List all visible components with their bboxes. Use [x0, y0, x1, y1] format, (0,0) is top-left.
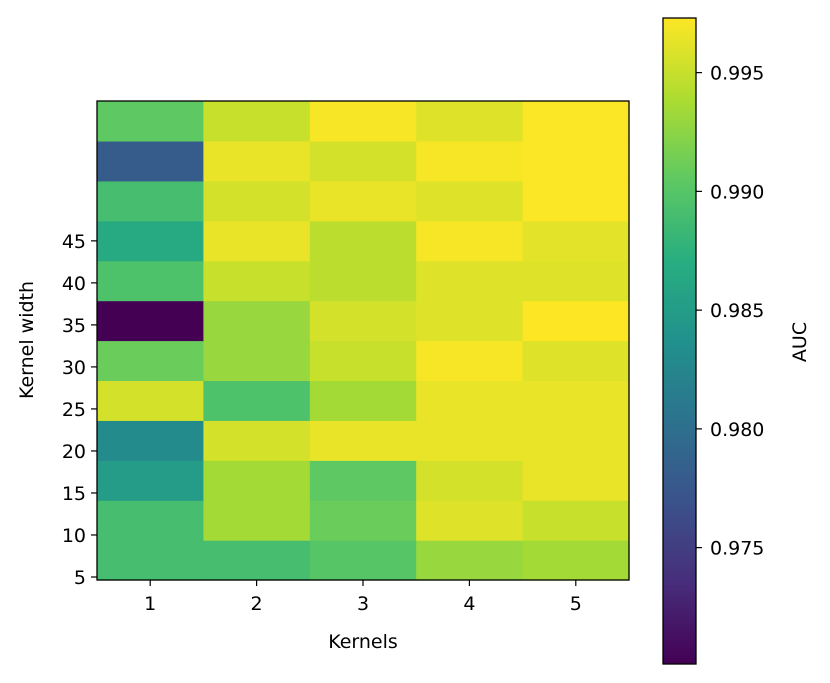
y-tick-label: 40: [62, 273, 86, 295]
x-tick-label: 4: [463, 593, 475, 615]
colorbar-tick-label: 0.975: [710, 538, 764, 560]
heatmap-cell: [97, 460, 204, 501]
heatmap-cell: [522, 500, 630, 541]
heatmap-cell: [522, 460, 630, 501]
heatmap-cell: [416, 300, 524, 342]
y-tick-label: 20: [62, 441, 86, 463]
x-axis-ticks: 1 2 3 4 5: [144, 580, 582, 615]
x-tick-label: 2: [251, 593, 263, 615]
y-tick-label: 35: [62, 315, 86, 337]
heatmap-cell: [97, 300, 204, 342]
heatmap-cell: [203, 460, 311, 501]
heatmap-cell: [522, 260, 630, 302]
heatmap-cell: [416, 180, 524, 222]
heatmap-cell: [203, 300, 311, 342]
heatmap-cell: [309, 300, 417, 342]
heatmap-cell: [309, 420, 417, 461]
heatmap-cell: [416, 260, 524, 302]
heatmap-cell: [97, 101, 204, 142]
heatmap-cell: [416, 380, 524, 421]
heatmap-cell: [97, 420, 204, 461]
heatmap-cell: [416, 540, 524, 581]
heatmap-cells: [97, 101, 630, 581]
x-tick-label: 5: [570, 593, 582, 615]
heatmap-cell: [416, 420, 524, 461]
heatmap-cell: [416, 140, 524, 182]
colorbar-tick-label: 0.980: [710, 419, 764, 441]
colorbar-tick-label: 0.990: [710, 181, 764, 203]
heatmap-cell: [522, 180, 630, 222]
heatmap-cell: [309, 101, 417, 142]
colorbar-label: AUC: [789, 322, 811, 362]
y-tick-label: 10: [62, 525, 86, 547]
x-tick-label: 1: [144, 593, 156, 615]
heatmap-cell: [203, 101, 311, 142]
heatmap-cell: [203, 340, 311, 382]
heatmap-cell: [522, 140, 630, 182]
heatmap-cell: [203, 380, 311, 421]
y-tick-label: 25: [62, 399, 86, 421]
heatmap-cell: [203, 500, 311, 541]
heatmap-cell: [309, 380, 417, 421]
heatmap-cell: [309, 340, 417, 382]
heatmap-cell: [203, 540, 311, 581]
heatmap-cell: [522, 420, 630, 461]
heatmap-cell: [97, 540, 204, 581]
heatmap-cell: [309, 260, 417, 302]
heatmap-cell: [203, 420, 311, 461]
heatmap-cell: [416, 101, 524, 142]
heatmap-cell: [522, 340, 630, 382]
y-axis-ticks: 5 10 15 20 25 30 35 40 45: [62, 231, 97, 589]
heatmap-cell: [309, 220, 417, 262]
heatmap-cell: [522, 540, 630, 581]
heatmap-cell: [203, 260, 311, 302]
colorbar: [662, 17, 697, 665]
heatmap-cell: [97, 340, 204, 382]
heatmap-cell: [97, 260, 204, 302]
heatmap-cell: [97, 180, 204, 222]
heatmap-cell: [416, 500, 524, 541]
x-axis-label: Kernels: [328, 631, 398, 653]
heatmap-cell: [309, 500, 417, 541]
y-tick-label: 5: [74, 567, 86, 589]
heatmap-cell: [522, 220, 630, 262]
heatmap-cell: [203, 180, 311, 222]
heatmap-cell: [97, 380, 204, 421]
heatmap-cell: [522, 101, 630, 142]
heatmap-cell: [203, 220, 311, 262]
heatmap-cell: [522, 300, 630, 342]
y-tick-label: 30: [62, 357, 86, 379]
heatmap-cell: [522, 380, 630, 421]
x-tick-label: 3: [357, 593, 369, 615]
y-tick-label: 45: [62, 231, 86, 253]
colorbar-ticks: 0.975 0.980 0.985 0.990 0.995: [696, 63, 764, 560]
heatmap-cell: [97, 220, 204, 262]
heatmap-cell: [309, 460, 417, 501]
heatmap-cell: [97, 140, 204, 182]
heatmap-cell: [203, 140, 311, 182]
heatmap-cell: [416, 460, 524, 501]
heatmap-cell: [416, 340, 524, 382]
y-axis-label: Kernel width: [16, 281, 38, 399]
heatmap-cell: [97, 500, 204, 541]
y-tick-label: 15: [62, 483, 86, 505]
heatmap-cell: [416, 220, 524, 262]
heatmap-cell: [309, 180, 417, 222]
heatmap-cell: [309, 140, 417, 182]
colorbar-tick-label: 0.995: [710, 63, 764, 85]
heatmap-cell: [309, 540, 417, 581]
colorbar-tick-label: 0.985: [710, 300, 764, 322]
